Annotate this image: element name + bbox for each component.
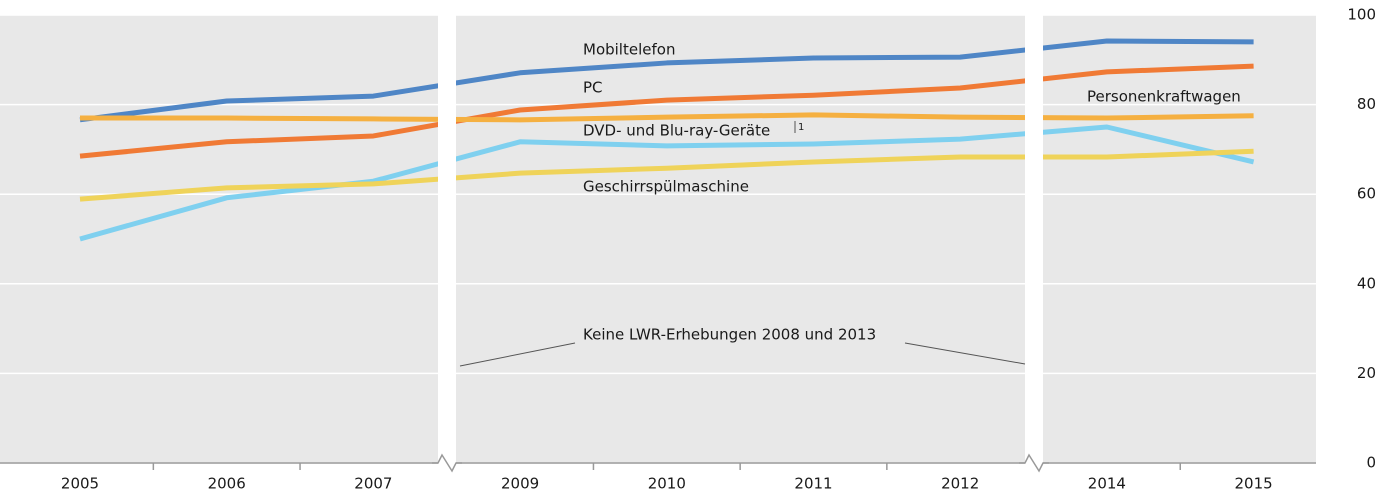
x-tick-label: 2012	[941, 475, 979, 493]
axis-break	[1025, 0, 1043, 464]
y-tick-label: 40	[1357, 274, 1376, 292]
x-tick-label: 2005	[61, 475, 99, 493]
annotation: Keine LWR-Erhebungen 2008 und 2013	[583, 326, 876, 344]
axis-break	[438, 0, 456, 464]
break-symbol	[1019, 453, 1049, 473]
series-line	[80, 112, 1254, 123]
y-tick-label: 60	[1357, 185, 1376, 203]
x-tick-label: 2009	[501, 475, 539, 493]
series-line	[79, 148, 1254, 202]
footnote-ref: 1	[798, 122, 804, 133]
x-tick-label: 2014	[1088, 475, 1126, 493]
lines	[79, 38, 1255, 242]
series-line	[79, 63, 1254, 159]
plot-background	[0, 15, 1316, 463]
x-tick-label: 2007	[354, 475, 392, 493]
series-label: DVD- und Blu-ray-Geräte	[583, 122, 770, 140]
y-tick-label: 100	[1347, 6, 1376, 24]
series-label: PC	[583, 79, 603, 97]
annotation-line	[904, 342, 1026, 365]
series-label: Mobiltelefon	[583, 41, 675, 59]
y-tick-label: 80	[1357, 95, 1376, 113]
x-tick-label: 2011	[794, 475, 832, 493]
x-tick-label: 2006	[208, 475, 246, 493]
series-label: Geschirrspülmaschine	[583, 178, 749, 196]
y-tick-label: 0	[1366, 454, 1376, 472]
break-symbol	[432, 453, 462, 473]
x-tick-label: 2015	[1235, 475, 1273, 493]
annotation-line	[459, 342, 576, 367]
y-tick-label: 20	[1357, 364, 1376, 382]
series-line	[79, 38, 1254, 123]
series-label: Personenkraftwagen	[1087, 88, 1241, 106]
x-tick-label: 2010	[648, 475, 686, 493]
series-line	[79, 124, 1255, 242]
